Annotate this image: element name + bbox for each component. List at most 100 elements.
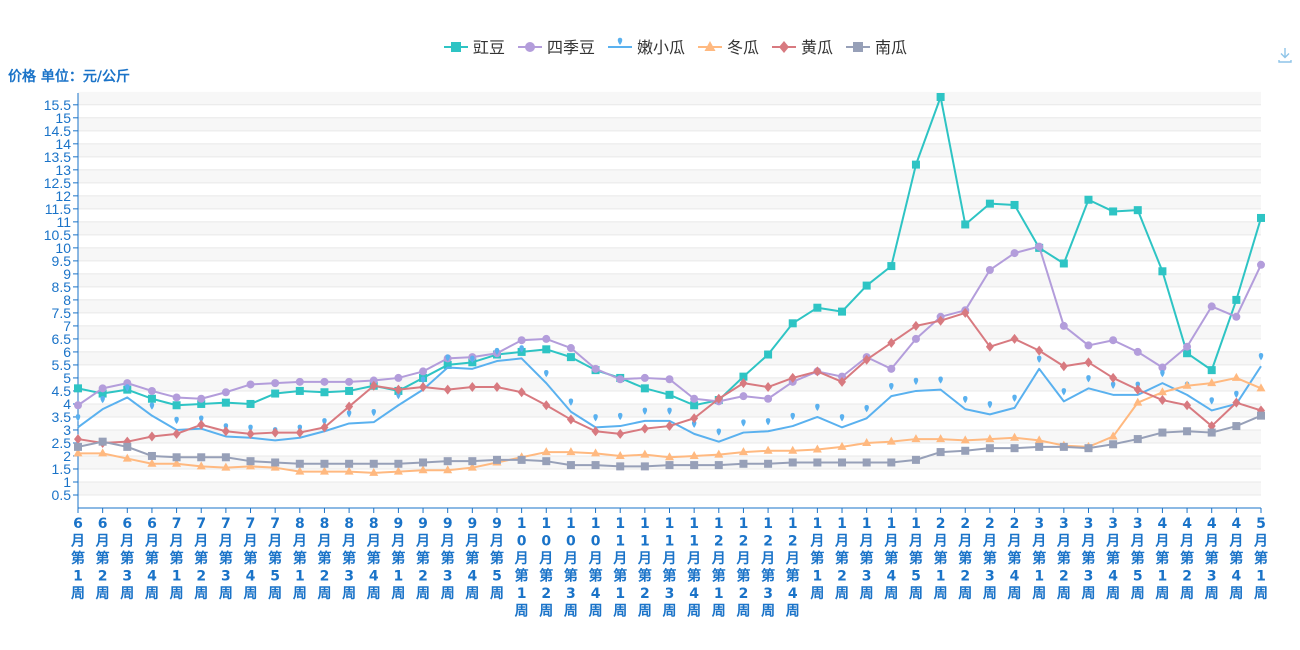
y-tick-label: 11: [56, 214, 71, 230]
data-point: [74, 384, 82, 393]
data-point: [295, 386, 304, 395]
x-tick-label: 6 月第 3 周: [119, 516, 134, 602]
data-point: [100, 395, 105, 404]
data-point: [98, 389, 107, 398]
legend-item[interactable]: 冬瓜: [698, 38, 759, 57]
y-tick-label: 13: [55, 162, 71, 178]
data-point: [714, 461, 723, 470]
series-line: [77, 357, 1262, 443]
data-point: [1059, 442, 1068, 451]
x-tick-label: 3 月第 4 周: [1105, 516, 1120, 602]
data-point: [616, 375, 625, 384]
x-tick-label: 1 月第 4 周: [883, 516, 898, 602]
x-tick-label: 1 2 月第 2 周: [735, 516, 750, 620]
series-5: [74, 307, 1265, 448]
data-point: [739, 459, 748, 468]
data-point: [690, 394, 699, 403]
x-tick-label: 7 月第 2 周: [193, 516, 208, 602]
y-tick-label: 4.5: [52, 383, 72, 399]
y-tick-label: 9: [63, 266, 71, 282]
data-point: [936, 448, 945, 457]
x-tick-label: 7 月第 3 周: [218, 516, 233, 602]
data-point: [813, 366, 822, 377]
data-point: [667, 407, 672, 415]
data-point: [197, 399, 206, 408]
data-point: [320, 377, 329, 386]
x-tick-label: 3 月第 1 周: [1031, 516, 1046, 602]
data-point: [1059, 321, 1068, 330]
data-point: [838, 458, 847, 467]
data-point: [1010, 200, 1019, 209]
data-point: [1183, 349, 1192, 358]
data-point: [271, 458, 280, 467]
data-point: [568, 398, 574, 406]
data-point: [74, 442, 82, 451]
data-point: [566, 447, 576, 456]
x-tick-label: 8 月第 4 周: [366, 516, 381, 602]
data-point: [369, 459, 378, 468]
data-point: [418, 465, 428, 474]
data-point: [542, 334, 551, 343]
data-point: [1109, 440, 1118, 449]
data-point: [862, 437, 872, 446]
x-tick-label: 4 月第 1 周: [1154, 516, 1169, 602]
y-tick-label: 12.5: [44, 175, 71, 191]
data-point: [566, 414, 575, 425]
x-tick-label: 2 月第 2 周: [957, 516, 972, 602]
data-point: [73, 448, 83, 457]
data-point: [1207, 421, 1216, 432]
legend-label: 冬瓜: [727, 38, 759, 57]
data-point: [1133, 347, 1142, 356]
data-point: [1157, 387, 1167, 396]
legend-item[interactable]: 豇豆: [444, 38, 505, 57]
data-point: [519, 345, 524, 353]
legend-item[interactable]: 南瓜: [846, 38, 907, 57]
data-point: [788, 458, 797, 467]
data-point: [1110, 381, 1116, 389]
legend-item[interactable]: 四季豆: [518, 38, 595, 57]
data-point: [1158, 395, 1167, 406]
data-point: [517, 387, 526, 398]
data-point: [1084, 341, 1093, 350]
data-point: [1160, 369, 1165, 378]
data-point: [813, 458, 822, 467]
y-tick-label: 3: [63, 422, 71, 438]
data-point: [75, 414, 81, 422]
download-icon[interactable]: [1276, 46, 1294, 64]
legend-item[interactable]: 嫩小瓜: [608, 37, 685, 57]
data-point: [470, 355, 475, 363]
data-point: [1133, 435, 1142, 444]
y-axis: 0.511.522.533.544.555.566.577.588.599.51…: [44, 93, 79, 508]
data-point: [98, 437, 107, 446]
data-point: [295, 377, 304, 386]
data-point: [591, 426, 600, 437]
data-point: [862, 354, 871, 365]
x-tick-label: 4 月第 2 周: [1179, 516, 1194, 602]
data-point: [985, 434, 995, 443]
legend-item[interactable]: 黄瓜: [772, 38, 833, 57]
data-point: [936, 93, 945, 101]
data-point: [221, 426, 230, 437]
data-point: [320, 459, 329, 468]
data-point: [1232, 312, 1241, 321]
x-tick-label: 9 月第 3 周: [440, 516, 455, 602]
data-point: [961, 446, 970, 455]
grid-band: [78, 351, 1261, 365]
data-point: [98, 384, 107, 393]
data-point: [714, 449, 724, 458]
data-point: [172, 428, 181, 439]
y-tick-label: 3.5: [52, 409, 72, 425]
data-point: [889, 382, 894, 391]
data-point: [345, 386, 354, 395]
data-point: [1232, 295, 1241, 304]
y-tick-label: 7: [63, 318, 71, 334]
data-point: [1010, 249, 1019, 258]
legend-marker: [704, 41, 716, 51]
data-point: [862, 281, 871, 290]
data-point: [443, 457, 452, 466]
data-point: [123, 379, 132, 388]
data-point: [887, 262, 896, 271]
y-tick-label: 2: [63, 448, 71, 464]
data-point: [271, 379, 280, 388]
data-point: [862, 458, 871, 467]
